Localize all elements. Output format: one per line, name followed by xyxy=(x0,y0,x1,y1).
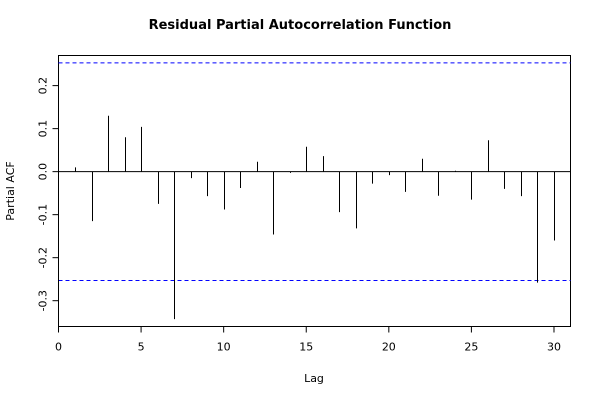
y-tick-label: 0.0 xyxy=(37,163,50,181)
y-tick-label: -0.1 xyxy=(37,204,50,225)
y-tick-label: -0.3 xyxy=(37,290,50,311)
x-axis-label: Lag xyxy=(304,372,324,385)
pacf-bars xyxy=(75,115,555,320)
y-tick-label: 0.1 xyxy=(37,120,50,138)
x-tick-label: 20 xyxy=(382,341,396,354)
x-tick-label: 0 xyxy=(55,341,62,354)
x-tick-label: 10 xyxy=(217,341,231,354)
x-tick-label: 5 xyxy=(138,341,145,354)
x-tick-label: 30 xyxy=(547,341,561,354)
chart-title: Residual Partial Autocorrelation Functio… xyxy=(149,18,452,33)
x-tick-label: 25 xyxy=(464,341,478,354)
x-axis: 0 5 10 15 20 25 30 xyxy=(55,326,561,354)
plot-frame xyxy=(58,55,571,327)
y-axis-label: Partial ACF xyxy=(4,161,17,220)
y-tick-label: 0.2 xyxy=(37,77,50,95)
x-tick-label: 15 xyxy=(299,341,313,354)
confidence-bounds xyxy=(58,62,571,281)
y-axis: -0.3 -0.2 -0.1 0.0 0.1 0.2 xyxy=(37,77,59,311)
y-tick-label: -0.2 xyxy=(37,247,50,268)
